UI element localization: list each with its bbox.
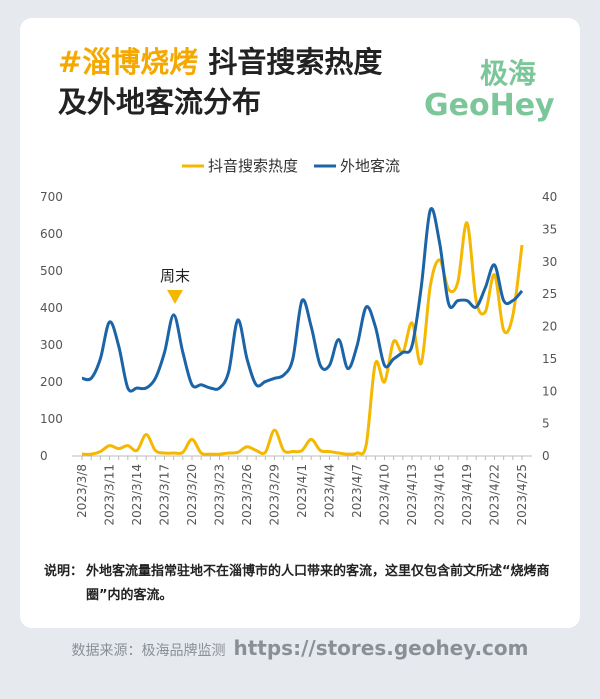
y-tick-label: 600 <box>40 227 63 241</box>
annotation: 周末 <box>160 267 190 285</box>
note-label: 说明： <box>44 564 84 579</box>
y2-tick-label: 35 <box>542 222 557 236</box>
y2-tick-label: 5 <box>542 417 550 431</box>
y-tick-label: 0 <box>40 449 48 463</box>
chart: 0 100 200 300 400 500 600 700 0 5 10 15 20 25 30 35 40 20… <box>40 157 557 526</box>
x-tick-label: 2023/3/26 <box>240 464 254 526</box>
y-tick-label: 500 <box>40 264 63 278</box>
x-tick-label: 2023/3/8 <box>75 464 89 518</box>
logo-cn: 极海 <box>480 57 537 90</box>
x-tick-label: 2023/3/14 <box>130 464 144 526</box>
annotation-marker <box>167 290 183 304</box>
x-tick-label: 2023/4/16 <box>433 464 447 526</box>
x-tick-label: 2023/4/19 <box>460 464 474 526</box>
x-tick-label: 2023/4/13 <box>405 464 419 526</box>
x-tick-label: 2023/3/17 <box>158 464 172 526</box>
series-line <box>81 221 524 456</box>
y2-tick-label: 0 <box>542 449 550 463</box>
title-text: 抖音搜索热度 及外地客流分布 <box>58 45 383 119</box>
note: 说明： 外地客流量指常驻地不在淄博市的人口带来的客流，这里仅包含前文所述“烧烤商圈… <box>44 560 564 608</box>
legend-label: 外地客流 <box>340 157 400 175</box>
x-tick-label: 2023/3/29 <box>268 464 282 526</box>
logo-en: GeoHey <box>424 88 555 123</box>
y2-tick-label: 30 <box>542 255 557 269</box>
y2-tick-label: 15 <box>542 352 557 366</box>
x-tick-label: 2023/3/11 <box>103 464 117 526</box>
y2-tick-label: 20 <box>542 320 557 334</box>
y2-tick-label: 25 <box>542 287 557 301</box>
x-tick-label: 2023/3/20 <box>185 464 199 526</box>
series-line <box>81 207 524 393</box>
title-highlight: #淄博烧烤 <box>58 45 199 79</box>
y2-tick-label: 40 <box>542 190 557 204</box>
title: #淄博烧烤 抖音搜索热度 及外地客流分布 <box>58 42 408 122</box>
y2-tick-label: 10 <box>542 384 557 398</box>
source: 数据来源：极海品牌监测 <box>71 643 226 659</box>
footer: 数据来源：极海品牌监测 https://stores.geohey.com <box>0 636 600 660</box>
y-tick-label: 300 <box>40 338 63 352</box>
y-tick-label: 200 <box>40 375 63 389</box>
y-tick-label: 700 <box>40 190 63 204</box>
legend-label: 抖音搜索热度 <box>208 157 298 175</box>
x-tick-label: 2023/4/4 <box>323 464 337 518</box>
x-tick-label: 2023/4/10 <box>378 464 392 526</box>
y-tick-label: 100 <box>40 412 63 426</box>
x-tick-label: 2023/4/25 <box>515 464 529 526</box>
x-tick-label: 2023/4/7 <box>350 464 364 518</box>
y-tick-label: 400 <box>40 301 63 315</box>
url: https://stores.geohey.com <box>233 636 529 660</box>
x-tick-label: 2023/3/23 <box>213 464 227 526</box>
note-text: 外地客流量指常驻地不在淄博市的人口带来的客流，这里仅包含前文所述“烧烤商圈”内的… <box>86 564 550 603</box>
x-tick-label: 2023/4/1 <box>295 464 309 518</box>
x-tick-label: 2023/4/22 <box>488 464 502 526</box>
